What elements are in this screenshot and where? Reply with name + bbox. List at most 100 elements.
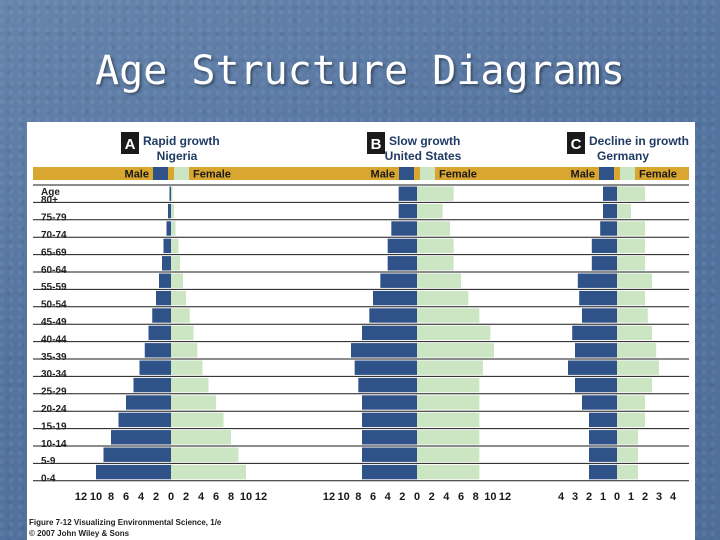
male-bar — [144, 343, 171, 358]
male-bar — [572, 325, 617, 341]
female-bar — [171, 464, 246, 480]
male-bar — [169, 186, 171, 201]
female-label: Female — [193, 169, 231, 181]
age-group-label: 15-19 — [41, 421, 67, 432]
male-bar — [156, 290, 171, 306]
x-tick-label: 2 — [399, 491, 405, 503]
male-bar — [603, 203, 617, 219]
x-tick-label: 3 — [656, 491, 662, 503]
slide-title: Age Structure Diagrams — [95, 48, 625, 94]
age-group-label: 60-64 — [41, 265, 67, 276]
male-bar — [575, 377, 617, 393]
female-bar — [171, 412, 224, 428]
caption-line-1: Figure 7-12 Visualizing Environmental Sc… — [29, 518, 222, 527]
female-bar — [617, 325, 652, 341]
male-bar — [589, 464, 617, 480]
male-bar — [577, 273, 617, 288]
panel-title: Rapid growth — [143, 134, 220, 148]
age-group-label: 75-79 — [41, 213, 67, 224]
female-bar — [171, 447, 239, 462]
x-tick-label: 3 — [572, 491, 578, 503]
age-group-label: 80+ — [41, 195, 58, 206]
female-bar — [617, 203, 631, 219]
male-bar — [118, 412, 171, 428]
x-tick-label: 10 — [484, 491, 496, 503]
x-tick-label: 12 — [75, 491, 87, 503]
female-bar — [617, 186, 645, 201]
male-bar — [600, 221, 617, 236]
female-bar — [171, 360, 203, 375]
female-bar — [417, 203, 443, 219]
age-group-label: 30-34 — [41, 369, 67, 380]
x-tick-label: 8 — [108, 491, 114, 503]
female-label: Female — [439, 169, 477, 181]
male-bar — [391, 221, 417, 236]
x-tick-label: 1 — [600, 491, 606, 503]
male-bar — [168, 203, 171, 219]
x-tick-label: 2 — [586, 491, 592, 503]
header-band — [33, 167, 689, 180]
male-bar — [362, 447, 417, 462]
age-group-label: 35-39 — [41, 352, 67, 363]
panel-country: Germany — [597, 149, 649, 163]
female-label: Female — [639, 169, 677, 181]
male-bar — [148, 325, 171, 341]
x-tick-label: 8 — [473, 491, 479, 503]
male-swatch — [153, 167, 168, 180]
female-bar — [617, 395, 645, 410]
x-tick-label: 10 — [90, 491, 102, 503]
age-group-label: 45-49 — [41, 317, 67, 328]
x-tick-label: 8 — [355, 491, 361, 503]
age-group-label: 0-4 — [41, 474, 56, 485]
caption-line-2: © 2007 John Wiley & Sons — [29, 529, 130, 538]
female-bar — [617, 343, 657, 358]
male-bar — [358, 377, 417, 393]
x-tick-label: 8 — [228, 491, 234, 503]
female-bar — [617, 447, 638, 462]
female-bar — [617, 412, 645, 428]
male-bar — [126, 395, 171, 410]
panel-title: Decline in growth — [589, 134, 689, 148]
x-tick-label: 12 — [323, 491, 335, 503]
male-label: Male — [125, 169, 149, 181]
male-bar — [351, 343, 417, 358]
female-bar — [171, 395, 216, 410]
male-bar — [362, 325, 417, 341]
female-bar — [417, 325, 491, 341]
x-tick-label: 6 — [123, 491, 129, 503]
female-bar — [171, 203, 174, 219]
x-tick-label: 12 — [499, 491, 511, 503]
male-bar — [603, 186, 617, 201]
female-bar — [617, 273, 652, 288]
female-bar — [417, 186, 454, 201]
female-bar — [617, 221, 645, 236]
panel-letter: B — [371, 136, 382, 153]
x-tick-label: 2 — [429, 491, 435, 503]
x-tick-label: 2 — [153, 491, 159, 503]
female-bar — [417, 430, 480, 445]
female-bar — [171, 377, 209, 393]
male-bar — [582, 395, 617, 410]
female-bar — [417, 464, 480, 480]
x-tick-label: 2 — [642, 491, 648, 503]
male-bar — [387, 256, 417, 271]
female-bar — [417, 377, 480, 393]
male-bar — [373, 290, 417, 306]
female-bar — [417, 238, 454, 254]
male-bar — [579, 290, 617, 306]
x-tick-label: 6 — [213, 491, 219, 503]
x-tick-label: 0 — [614, 491, 620, 503]
female-bar — [171, 343, 198, 358]
female-bar — [617, 360, 659, 375]
male-bar — [362, 464, 417, 480]
female-bar — [617, 430, 638, 445]
x-tick-label: 2 — [183, 491, 189, 503]
x-tick-label: 4 — [558, 491, 565, 503]
female-bar — [171, 308, 190, 323]
male-bar — [166, 221, 171, 236]
x-tick-label: 10 — [338, 491, 350, 503]
female-bar — [417, 273, 461, 288]
male-bar — [362, 430, 417, 445]
male-bar — [582, 308, 617, 323]
